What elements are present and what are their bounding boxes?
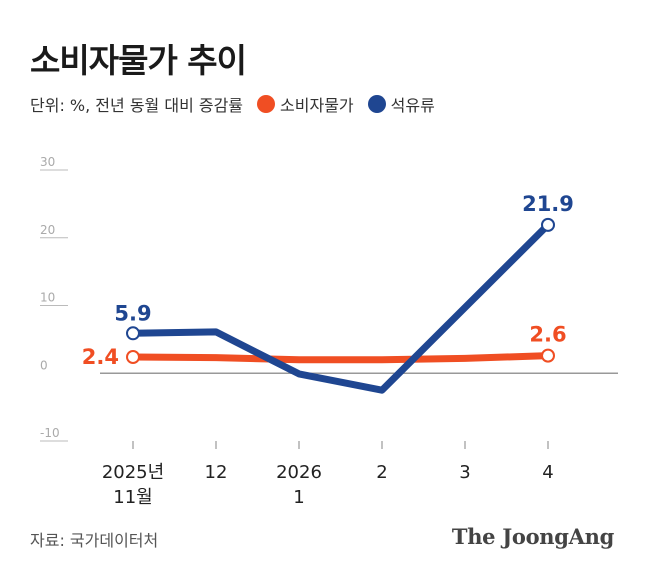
data-label: 2.6	[529, 323, 566, 347]
y-tick-label: 30	[40, 155, 55, 169]
x-tick-label: 2	[376, 462, 387, 483]
legend-label-consumer-prices: 소비자물가	[280, 96, 354, 115]
data-point-marker	[541, 348, 555, 363]
data-label: 21.9	[522, 192, 574, 216]
legend-label-petroleum: 석유류	[390, 96, 435, 115]
y-tick-label: 20	[40, 223, 55, 237]
x-tick-label: 1	[293, 487, 304, 508]
legend-dot-icon	[257, 95, 276, 113]
x-tick-label: 11월	[113, 487, 152, 508]
series-line-consumer-prices	[129, 352, 552, 364]
legend-row: 단위: %, 전년 동월 대비 증감률 소비자물가 석유류	[30, 92, 435, 116]
page-title: 소비자물가 추이	[30, 41, 247, 80]
x-tick-label: 3	[459, 462, 470, 483]
data-point-marker	[126, 326, 140, 341]
data-point-marker	[126, 349, 140, 364]
legend-item-petroleum: 석유류	[367, 92, 435, 116]
data-point-marker	[541, 217, 555, 232]
x-tick-label: 12	[205, 462, 228, 483]
data-label: 5.9	[114, 301, 151, 325]
data-label: 2.4	[82, 345, 119, 369]
y-tick-label: 10	[40, 291, 55, 305]
y-tick-label: -10	[40, 426, 60, 440]
x-tick-label: 4	[542, 462, 553, 483]
y-tick-label: 0	[40, 358, 48, 372]
series-line-petroleum	[129, 221, 552, 394]
x-tick-label: 2025년	[102, 462, 164, 483]
legend-item-consumer-prices: 소비자물가	[257, 92, 354, 116]
brand-logo: The JoongAng	[451, 524, 614, 549]
legend-dot-icon	[367, 95, 386, 113]
x-tick-label: 2026	[276, 462, 322, 483]
source-note: 자료: 국가데이터처	[30, 531, 159, 550]
unit-note: 단위: %, 전년 동월 대비 증감률	[30, 96, 244, 115]
